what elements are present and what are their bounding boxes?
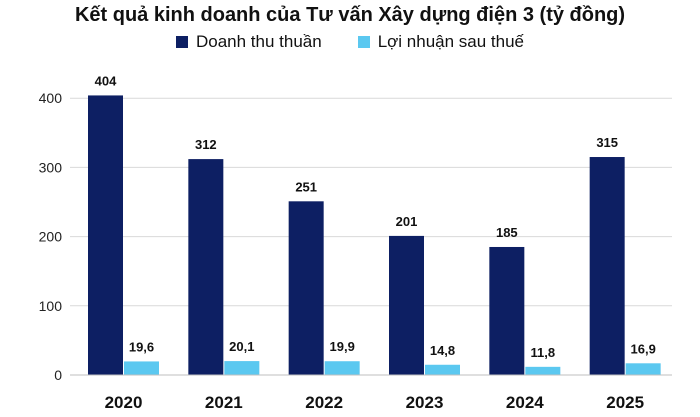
legend-item-revenue: Doanh thu thuần bbox=[175, 32, 322, 52]
bar-profit-2023 bbox=[425, 364, 460, 375]
data-label-revenue-2020: 404 bbox=[95, 73, 117, 88]
y-tick-label-400: 400 bbox=[39, 90, 63, 106]
bar-revenue-2024 bbox=[489, 246, 525, 375]
legend-swatch-revenue bbox=[175, 36, 188, 48]
bar-profit-2020 bbox=[124, 361, 159, 375]
data-label-profit-2022: 19,9 bbox=[330, 339, 355, 354]
x-tick-label-2021: 2021 bbox=[205, 393, 243, 412]
bar-revenue-2025 bbox=[589, 157, 625, 375]
data-label-profit-2020: 19,6 bbox=[129, 339, 154, 354]
legend-swatch-profit bbox=[357, 36, 370, 48]
data-label-revenue-2024: 185 bbox=[496, 225, 518, 240]
legend: Doanh thu thuần Lợi nhuận sau thuế bbox=[0, 32, 700, 52]
bar-revenue-2020 bbox=[88, 95, 123, 375]
bar-revenue-2021 bbox=[188, 159, 224, 375]
legend-label-revenue: Doanh thu thuần bbox=[195, 32, 322, 51]
data-label-revenue-2022: 251 bbox=[295, 179, 317, 194]
legend-item-profit: Lợi nhuận sau thuế bbox=[357, 32, 525, 52]
legend-label-profit: Lợi nhuận sau thuế bbox=[377, 32, 525, 51]
x-tick-label-2022: 2022 bbox=[305, 393, 343, 412]
data-label-profit-2024: 11,8 bbox=[531, 345, 556, 360]
y-tick-label-300: 300 bbox=[39, 159, 63, 175]
y-tick-label-0: 0 bbox=[54, 367, 62, 383]
y-tick-label-100: 100 bbox=[39, 298, 63, 314]
data-label-profit-2021: 20,1 bbox=[229, 339, 254, 354]
data-label-revenue-2023: 201 bbox=[396, 214, 418, 229]
bar-revenue-2023 bbox=[389, 235, 424, 375]
x-tick-label-2024: 2024 bbox=[506, 393, 544, 412]
bar-profit-2022 bbox=[324, 361, 360, 375]
data-label-profit-2023: 14,8 bbox=[430, 343, 455, 358]
chart-title: Kết quả kinh doanh của Tư vấn Xây dựng đ… bbox=[74, 4, 626, 26]
x-tick-label-2023: 2023 bbox=[406, 393, 444, 412]
data-label-revenue-2021: 312 bbox=[195, 137, 217, 152]
x-tick-label-2020: 2020 bbox=[105, 393, 143, 412]
data-label-revenue-2025: 315 bbox=[596, 135, 618, 150]
x-tick-label-2025: 2025 bbox=[606, 393, 644, 412]
bar-profit-2024 bbox=[525, 366, 561, 375]
bar-revenue-2022 bbox=[288, 201, 324, 375]
bar-profit-2021 bbox=[224, 361, 260, 375]
y-tick-label-200: 200 bbox=[39, 229, 63, 245]
data-label-profit-2025: 16,9 bbox=[631, 341, 656, 356]
bar-profit-2025 bbox=[625, 363, 661, 375]
